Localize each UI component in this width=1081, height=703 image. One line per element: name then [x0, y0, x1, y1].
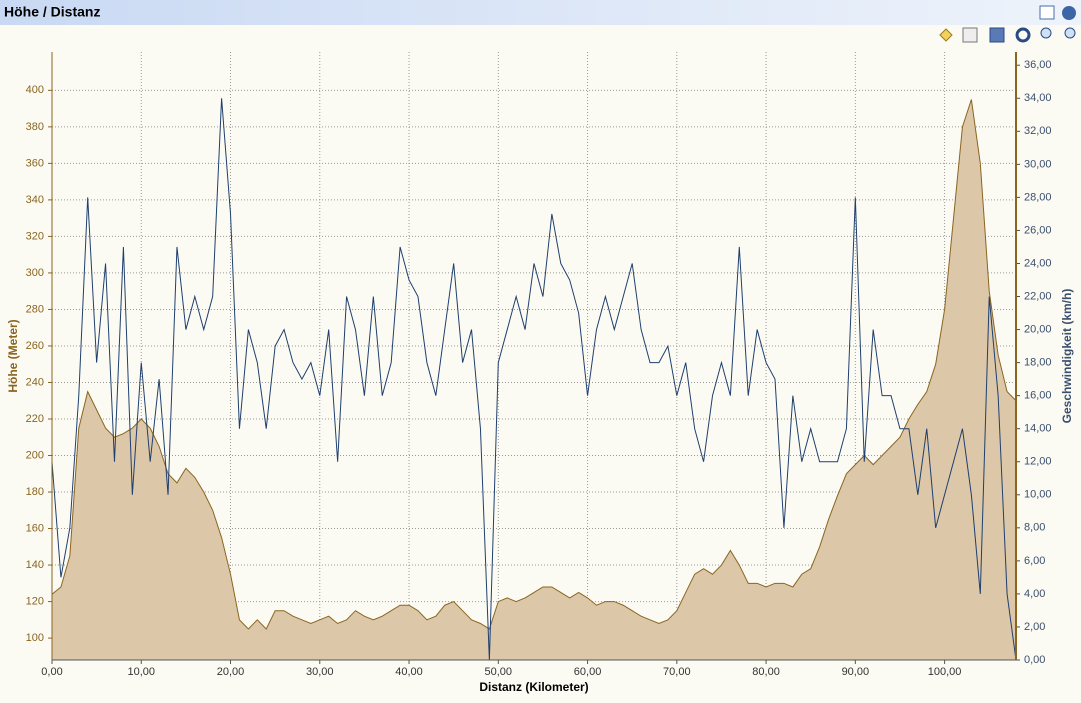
- y2-tick-label: 8,00: [1024, 522, 1045, 534]
- y2-tick-label: 4,00: [1024, 588, 1045, 600]
- y2-tick-label: 22,00: [1024, 290, 1052, 302]
- y2-tick-label: 36,00: [1024, 59, 1052, 71]
- toolbar: [0, 25, 1081, 46]
- zoom-in-tool[interactable]: [1064, 27, 1076, 39]
- y-tick-label: 300: [26, 267, 44, 279]
- y-tick-label: 380: [26, 121, 44, 133]
- y2-tick-label: 6,00: [1024, 555, 1045, 567]
- window-title: Höhe / Distanz: [4, 4, 100, 20]
- x-tick-label: 10,00: [127, 666, 155, 678]
- layout-button[interactable]: [1039, 5, 1055, 20]
- y2-tick-label: 10,00: [1024, 489, 1052, 501]
- chart-tool[interactable]: [962, 27, 978, 43]
- y-tick-label: 140: [26, 559, 44, 571]
- zoom-out-tool[interactable]: [1040, 27, 1052, 39]
- y2-tick-label: 2,00: [1024, 621, 1045, 633]
- x-tick-label: 60,00: [574, 666, 602, 678]
- y-tick-label: 180: [26, 486, 44, 498]
- y-tick-label: 280: [26, 303, 44, 315]
- x-tick-label: 0,00: [41, 666, 62, 678]
- y-tick-label: 260: [26, 340, 44, 352]
- x-tick-label: 20,00: [217, 666, 245, 678]
- y2-tick-label: 0,00: [1024, 654, 1045, 666]
- speed-line: [51, 98, 1017, 661]
- y-tick-label: 200: [26, 449, 44, 461]
- y-tick-label: 240: [26, 376, 44, 388]
- menu-button[interactable]: [1062, 6, 1076, 20]
- x-tick-label: 40,00: [395, 666, 423, 678]
- title-bar: [0, 0, 1081, 25]
- y2-tick-label: 26,00: [1024, 224, 1052, 236]
- y2-tick-label: 34,00: [1024, 92, 1052, 104]
- elevation-area: [51, 99, 1017, 661]
- y-tick-label: 220: [26, 413, 44, 425]
- x-tick-label: 80,00: [752, 666, 780, 678]
- x-tick-label: 70,00: [663, 666, 691, 678]
- x-tick-label: 30,00: [306, 666, 334, 678]
- y2-tick-label: 30,00: [1024, 158, 1052, 170]
- x-tick-label: 50,00: [485, 666, 513, 678]
- y2-tick-label: 16,00: [1024, 390, 1052, 402]
- y2-tick-label: 32,00: [1024, 125, 1052, 137]
- y2-axis-title: Geschwindigkeit (km/h): [1060, 289, 1074, 424]
- y-tick-label: 360: [26, 157, 44, 169]
- y2-tick-label: 24,00: [1024, 257, 1052, 269]
- x-tick-label: 100,00: [928, 666, 962, 678]
- y2-tick-label: 28,00: [1024, 191, 1052, 203]
- fit-tool[interactable]: [1015, 27, 1031, 43]
- save-tool[interactable]: [989, 27, 1005, 43]
- y-tick-label: 100: [26, 632, 44, 644]
- y-tick-label: 340: [26, 194, 44, 206]
- y2-tick-label: 12,00: [1024, 456, 1052, 468]
- y2-tick-label: 18,00: [1024, 357, 1052, 369]
- x-tick-label: 90,00: [842, 666, 870, 678]
- y-tick-label: 400: [26, 84, 44, 96]
- y-tick-label: 320: [26, 230, 44, 242]
- y-axis-title: Höhe (Meter): [6, 319, 20, 392]
- y2-tick-label: 20,00: [1024, 323, 1052, 335]
- y2-tick-label: 14,00: [1024, 423, 1052, 435]
- y-tick-label: 160: [26, 522, 44, 534]
- y-tick-label: 120: [26, 595, 44, 607]
- x-axis-title: Distanz (Kilometer): [479, 680, 588, 694]
- marker-tool[interactable]: [939, 28, 953, 42]
